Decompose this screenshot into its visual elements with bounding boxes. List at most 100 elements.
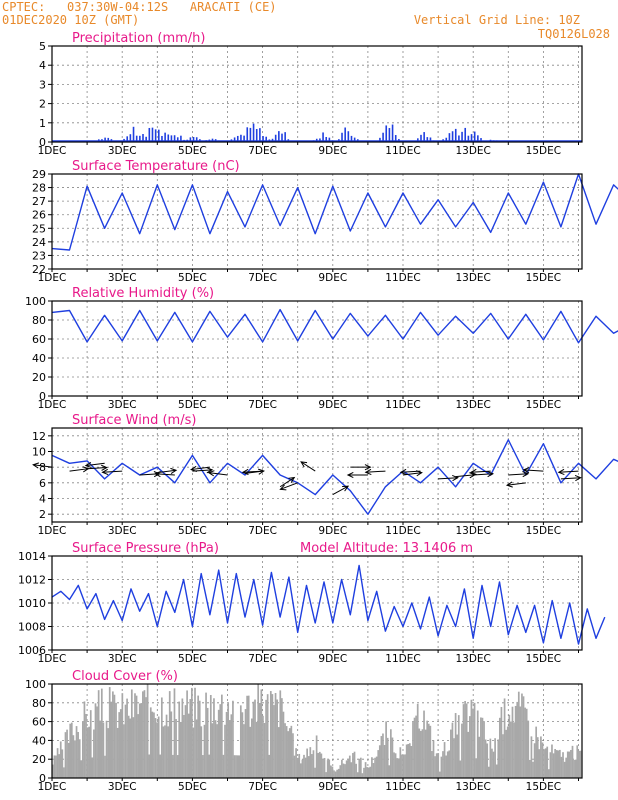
cloud-bar: [154, 718, 157, 778]
cloud-bar: [224, 724, 226, 778]
cloud-bar: [123, 724, 125, 778]
cloud-bar: [570, 749, 572, 778]
cloud-bar: [105, 720, 108, 778]
wind-arrow: [346, 471, 368, 479]
wind-arrow-shaft: [242, 470, 263, 473]
cloud-bar: [142, 691, 144, 778]
precip-bar: [454, 128, 457, 142]
cloud-bar: [405, 744, 408, 778]
wind-arrow-head: [469, 468, 477, 476]
x-tick-label: 15DEC: [526, 399, 561, 411]
cloud-bar: [487, 766, 490, 778]
cloud-bar: [374, 757, 376, 778]
series-line-surface-temperature: [51, 173, 618, 251]
cloud-bar: [391, 737, 394, 778]
panel-frame: [51, 683, 583, 779]
cloud-bar: [443, 742, 446, 778]
cloud-bar: [426, 720, 429, 778]
precip-bar: [417, 138, 419, 142]
x-tick-label: 13DEC: [455, 781, 490, 793]
cloud-bar: [187, 713, 190, 778]
cloud-bar: [352, 753, 354, 778]
precip-bar: [158, 129, 160, 142]
cloud-bar: [369, 766, 372, 778]
cloud-bar: [341, 759, 343, 778]
cloud-bar: [214, 720, 217, 778]
precip-bar: [135, 135, 138, 142]
cloud-bar: [378, 745, 381, 778]
cloud-bar: [293, 755, 296, 778]
x-tick-label: 1DEC: [38, 525, 67, 537]
x-tick-label: 7DEC: [248, 399, 277, 411]
x-tick-label: 9DEC: [318, 653, 347, 665]
cloud-bar: [390, 729, 392, 778]
cloud-bar: [413, 717, 416, 778]
precip-bar: [132, 126, 135, 142]
cloud-bar: [63, 767, 65, 778]
precip-bar: [164, 132, 166, 142]
cloud-bar: [547, 769, 550, 778]
cloud-bar: [544, 748, 547, 778]
cloud-bar: [574, 759, 577, 778]
panel-frame: [51, 45, 583, 143]
x-tick-label: 15DEC: [526, 145, 561, 157]
cloud-bar: [367, 767, 370, 778]
cloud-bar: [312, 750, 315, 778]
cloud-bar: [222, 754, 225, 778]
wind-arrow: [154, 471, 175, 478]
cloud-bar: [94, 703, 97, 778]
cloud-bar: [464, 700, 466, 778]
cloud-bar: [418, 728, 421, 778]
wind-arrow-shaft: [365, 470, 386, 473]
y-tick-label: 60: [32, 333, 46, 346]
cloud-bar: [336, 769, 339, 778]
cloud-bar: [527, 720, 530, 778]
x-tick-label: 7DEC: [248, 653, 277, 665]
cloud-bar: [295, 748, 297, 778]
cloud-bar: [450, 729, 452, 778]
cloud-bar: [246, 695, 248, 778]
panel-frame: [51, 555, 583, 651]
cloud-bar: [276, 699, 278, 778]
cloud-bar: [372, 763, 375, 778]
y-tick-label: 1010: [18, 597, 46, 610]
cloud-bar: [89, 710, 92, 778]
cloud-bar: [468, 716, 471, 778]
cloud-bar: [309, 747, 312, 778]
cloud-bar: [386, 737, 389, 778]
precip-bar: [319, 138, 321, 142]
cloud-bar: [306, 748, 308, 778]
cloud-bar: [82, 721, 84, 778]
cloud-bar: [498, 717, 501, 778]
y-tick-label: 2: [39, 508, 46, 521]
cloud-bar: [467, 731, 470, 778]
cloud-bar: [164, 725, 166, 778]
cloud-bar: [402, 754, 405, 778]
cloud-bar: [517, 691, 520, 778]
cloud-bar: [514, 705, 517, 778]
cloud-bar: [296, 757, 299, 778]
cloud-bar: [565, 757, 568, 778]
cloud-bar: [328, 759, 331, 778]
cloud-bar: [67, 742, 70, 778]
cloud-bar: [325, 772, 327, 778]
cloud-bar: [91, 757, 94, 778]
cloud-bar: [252, 701, 255, 778]
cloud-bar: [108, 687, 111, 778]
cloud-bar: [412, 722, 414, 778]
panel-frame: [51, 427, 583, 523]
cloud-bar: [326, 760, 329, 778]
y-tick-label: 1: [39, 117, 46, 130]
cloud-bar: [93, 729, 95, 778]
cloud-bar: [453, 738, 455, 778]
cloud-bar: [277, 727, 280, 778]
cloud-bar: [72, 735, 75, 778]
cloud-bar: [124, 704, 127, 778]
y-tick-label: 1012: [18, 574, 46, 587]
cloud-bar: [429, 725, 432, 778]
y-tick-label: 40: [32, 734, 46, 747]
precip-bar: [145, 136, 147, 142]
precip-bar: [167, 134, 170, 142]
wind-arrow-head: [364, 464, 372, 471]
x-tick-label: 3DEC: [108, 399, 137, 411]
